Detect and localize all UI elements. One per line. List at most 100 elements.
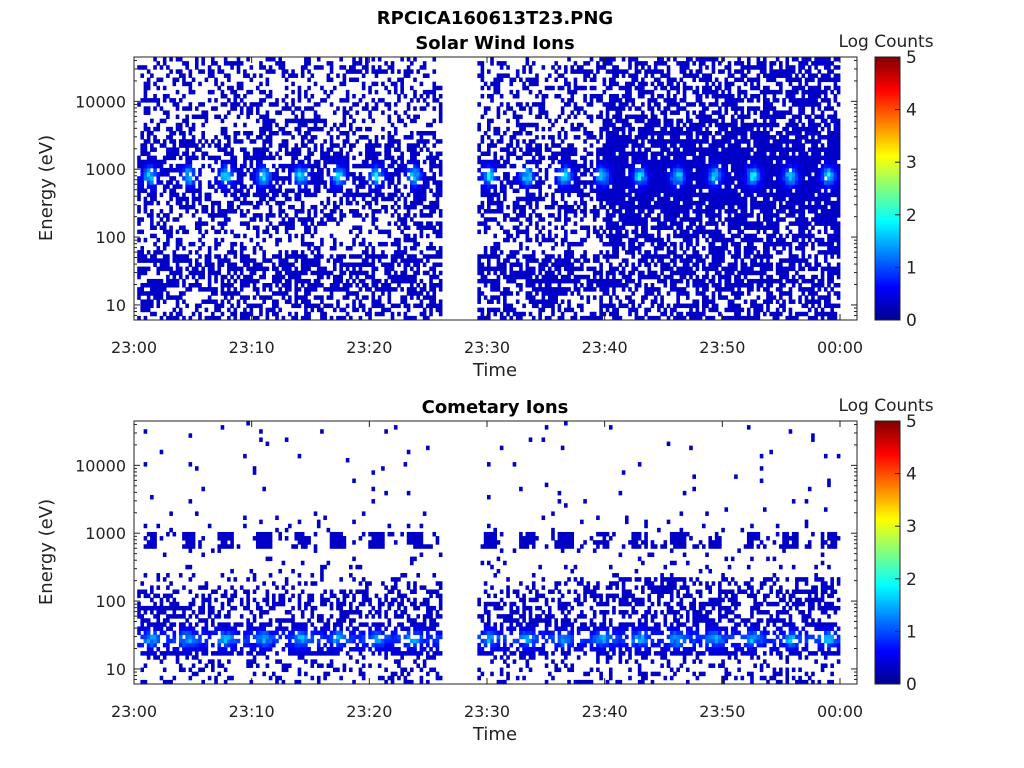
heatmap-cell (393, 110, 398, 115)
heatmap-cell (634, 139, 639, 144)
heatmap-cell (547, 126, 552, 132)
heatmap-cell (528, 172, 533, 177)
heatmap-cell (400, 155, 404, 161)
heatmap-cell (156, 85, 161, 91)
heatmap-cell (252, 151, 257, 157)
heatmap-cell (512, 254, 517, 259)
heatmap-cell (608, 213, 613, 218)
heatmap-cell (599, 110, 603, 115)
heatmap-cell (621, 151, 626, 157)
heatmap-cell (602, 143, 607, 148)
heatmap-cell (483, 225, 488, 230)
heatmap-cell (422, 225, 427, 230)
heatmap-cell (435, 139, 440, 144)
heatmap-cell (666, 89, 671, 95)
heatmap-cell (304, 130, 308, 136)
heatmap-cell (140, 287, 145, 292)
heatmap-cell (368, 155, 372, 161)
heatmap-cell (339, 155, 343, 161)
heatmap-cell (506, 155, 510, 161)
heatmap-cell (608, 81, 613, 87)
heatmap-cell (480, 159, 485, 165)
heatmap-cell (227, 172, 231, 177)
heatmap-cell (252, 258, 257, 263)
heatmap-cell (275, 291, 279, 296)
heatmap-cell (137, 196, 141, 202)
heatmap-cell (416, 258, 421, 263)
heatmap-cell (313, 176, 318, 181)
heatmap-cell (172, 307, 177, 313)
heatmap-cell (313, 258, 318, 263)
heatmap-cell (580, 69, 584, 74)
heatmap-cell (554, 188, 558, 194)
heatmap-cell (159, 143, 164, 148)
heatmap-cell (243, 122, 247, 128)
heatmap-cell (146, 180, 151, 185)
heatmap-cell (316, 266, 321, 272)
heatmap-cell (371, 106, 376, 111)
heatmap-cell (284, 139, 289, 144)
heatmap-cell (496, 221, 501, 226)
heatmap-cell (599, 57, 603, 62)
heatmap-cell (657, 237, 661, 243)
heatmap-cell (570, 254, 575, 259)
heatmap-cell (406, 291, 411, 296)
heatmap-cell (634, 73, 639, 78)
heatmap-cell (310, 176, 315, 181)
heatmap-cell (146, 295, 151, 300)
heatmap-cell (384, 196, 388, 202)
heatmap-cell (615, 172, 619, 177)
heatmap-cell (169, 57, 173, 62)
heatmap-cell (544, 287, 549, 292)
heatmap-cell (673, 155, 677, 161)
heatmap-cell (596, 196, 600, 202)
heatmap-cell (422, 287, 427, 292)
heatmap-cell (342, 155, 347, 161)
heatmap-cell (377, 57, 382, 62)
heatmap-cell (358, 241, 363, 247)
heatmap-cell (493, 241, 498, 247)
heatmap-cell (567, 241, 571, 247)
heatmap-cell (169, 315, 173, 321)
heatmap-cell (265, 295, 270, 300)
heatmap-cell (278, 184, 283, 189)
heatmap-cell (294, 155, 299, 161)
heatmap-cell (320, 176, 324, 181)
heatmap-cell (653, 98, 658, 103)
heatmap-cell (432, 270, 437, 276)
heatmap-cell (541, 233, 546, 239)
heatmap-cell (573, 287, 578, 292)
heatmap-cell (307, 69, 311, 74)
heatmap-cell (631, 159, 636, 165)
heatmap-cell (403, 266, 408, 272)
heatmap-cell (573, 213, 578, 218)
heatmap-cell (143, 258, 148, 263)
heatmap-cell (278, 213, 283, 218)
heatmap-cell (320, 266, 324, 272)
heatmap-cell (483, 176, 488, 181)
heatmap-cell (297, 188, 302, 194)
heatmap-cell (650, 98, 655, 103)
heatmap-cell (252, 266, 257, 272)
heatmap-cell (153, 57, 157, 62)
heatmap-cell (653, 188, 658, 194)
heatmap-cell (143, 291, 148, 296)
heatmap-cell (416, 221, 421, 226)
heatmap-cell (679, 311, 684, 317)
heatmap-cell (220, 311, 225, 317)
heatmap-cell (409, 217, 414, 222)
heatmap-cell (271, 278, 276, 284)
heatmap-cell (669, 110, 674, 115)
heatmap-cell (429, 209, 433, 214)
heatmap-cell (336, 278, 340, 284)
heatmap-cell (653, 270, 658, 276)
heatmap-cell (583, 213, 587, 218)
heatmap-cell (349, 114, 353, 120)
heatmap-cell (188, 106, 193, 111)
heatmap-cell (621, 130, 626, 136)
heatmap-cell (413, 143, 417, 148)
heatmap-cell (426, 102, 430, 107)
heatmap-cell (342, 172, 347, 177)
heatmap-cell (349, 77, 353, 83)
heatmap-cell (150, 283, 154, 288)
